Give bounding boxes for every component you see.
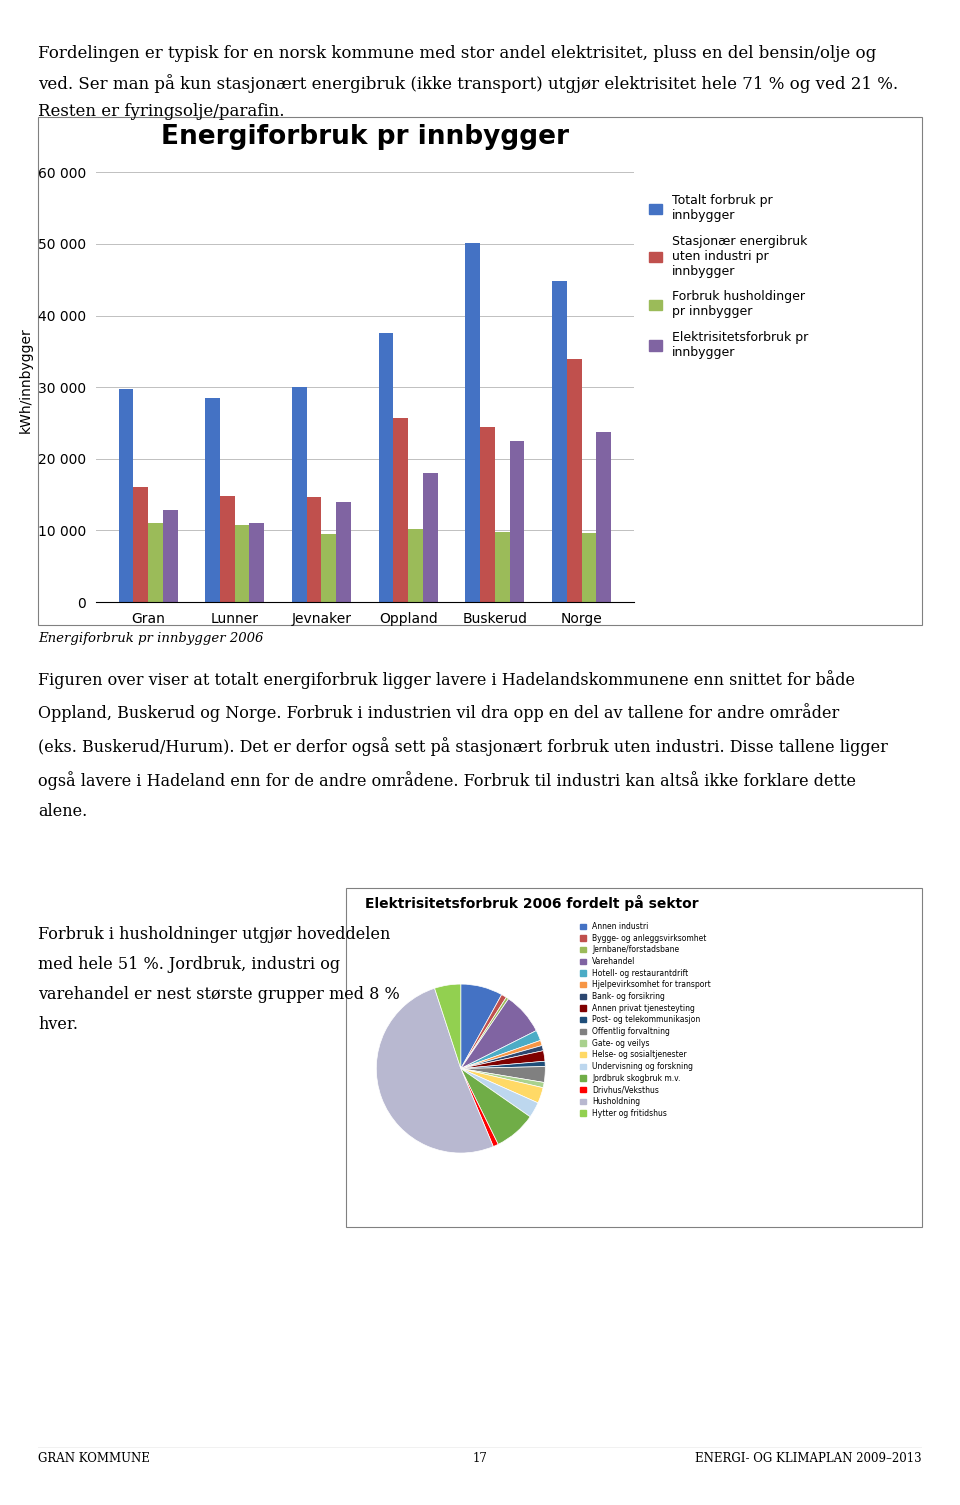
Wedge shape bbox=[461, 1040, 542, 1069]
Text: GRAN KOMMUNE: GRAN KOMMUNE bbox=[38, 1452, 151, 1466]
Y-axis label: kWh/innbygger: kWh/innbygger bbox=[18, 327, 33, 433]
Bar bbox=[408, 528, 423, 602]
Bar bbox=[596, 432, 612, 602]
Wedge shape bbox=[376, 989, 493, 1153]
Bar bbox=[494, 531, 510, 602]
Bar bbox=[480, 426, 494, 602]
Bar bbox=[394, 418, 408, 602]
Bar bbox=[163, 510, 178, 602]
Legend: Annen industri, Bygge- og anleggsvirksomhet, Jernbane/forstadsbane, Varehandel, : Annen industri, Bygge- og anleggsvirksom… bbox=[580, 923, 710, 1118]
Bar bbox=[582, 533, 596, 602]
Text: Figuren over viser at totalt energiforbruk ligger lavere i Hadelandskommunene en: Figuren over viser at totalt energiforbr… bbox=[38, 670, 888, 820]
Bar bbox=[466, 242, 480, 602]
Bar bbox=[322, 534, 336, 602]
Bar bbox=[220, 497, 235, 602]
Wedge shape bbox=[461, 1046, 543, 1069]
Bar bbox=[118, 388, 133, 602]
Bar bbox=[336, 501, 351, 602]
Text: Forbruk i husholdninger utgjør hoveddelen
med hele 51 %. Jordbruk, industri og
v: Forbruk i husholdninger utgjør hoveddele… bbox=[38, 926, 400, 1032]
Wedge shape bbox=[461, 984, 502, 1069]
Bar bbox=[306, 497, 322, 602]
Bar bbox=[250, 524, 264, 602]
Bar bbox=[510, 441, 524, 602]
Bar bbox=[566, 358, 582, 602]
Legend: Totalt forbruk pr
innbygger, Stasjonær energibruk
uten industri pr
innbygger, Fo: Totalt forbruk pr innbygger, Stasjonær e… bbox=[650, 194, 808, 358]
Text: ENERGI- OG KLIMAPLAN 2009–2013: ENERGI- OG KLIMAPLAN 2009–2013 bbox=[695, 1452, 922, 1466]
Text: 17: 17 bbox=[472, 1452, 488, 1466]
Wedge shape bbox=[461, 1069, 544, 1088]
Bar bbox=[423, 473, 438, 602]
Wedge shape bbox=[461, 995, 506, 1069]
Wedge shape bbox=[461, 1069, 498, 1147]
Title: Energiforbruk pr innbygger: Energiforbruk pr innbygger bbox=[161, 123, 568, 150]
Bar bbox=[235, 525, 250, 602]
Text: Energiforbruk pr innbygger 2006: Energiforbruk pr innbygger 2006 bbox=[38, 632, 264, 646]
Wedge shape bbox=[461, 999, 537, 1069]
Bar bbox=[205, 397, 220, 602]
Text: Elektrisitetsforbruk 2006 fordelt på sektor: Elektrisitetsforbruk 2006 fordelt på sek… bbox=[365, 895, 699, 912]
Wedge shape bbox=[461, 1031, 540, 1069]
Wedge shape bbox=[461, 1067, 545, 1082]
Bar bbox=[378, 334, 394, 602]
Bar bbox=[292, 387, 306, 602]
Bar bbox=[148, 524, 163, 602]
Wedge shape bbox=[461, 1061, 545, 1069]
Wedge shape bbox=[461, 1050, 545, 1069]
Wedge shape bbox=[461, 998, 509, 1069]
Wedge shape bbox=[461, 1069, 530, 1144]
Bar bbox=[552, 281, 566, 602]
Wedge shape bbox=[461, 1069, 538, 1117]
Bar bbox=[133, 488, 148, 602]
Text: Fordelingen er typisk for en norsk kommune med stor andel elektrisitet, pluss en: Fordelingen er typisk for en norsk kommu… bbox=[38, 45, 899, 120]
Wedge shape bbox=[461, 1069, 543, 1103]
Wedge shape bbox=[435, 984, 461, 1069]
